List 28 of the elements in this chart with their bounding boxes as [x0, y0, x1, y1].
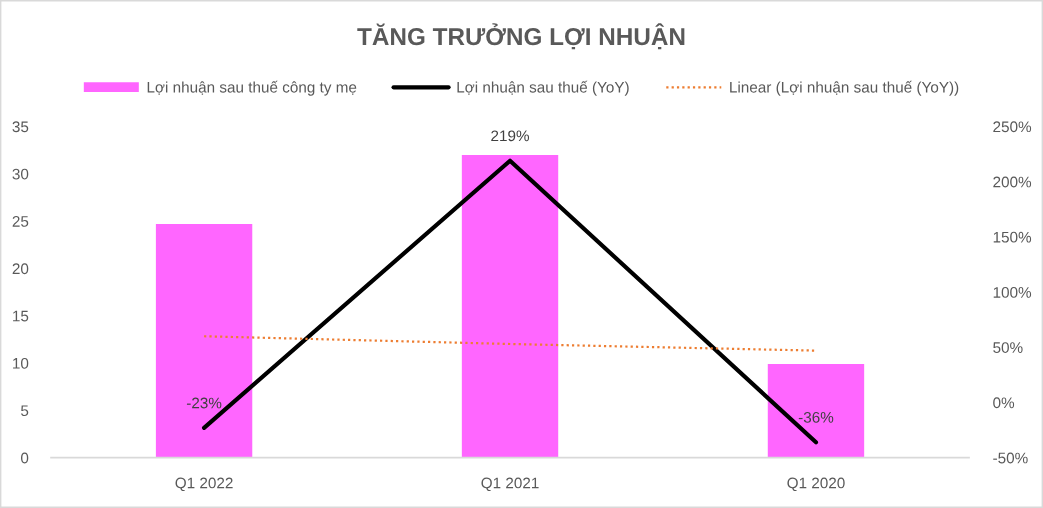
x-tick-label: Q1 2020: [787, 477, 845, 492]
y2-tick-label: 0%: [993, 397, 1015, 409]
y2-tick-label: 100%: [993, 286, 1032, 298]
legend-label: Lợi nhuận sau thuế công ty mẹ: [147, 80, 357, 96]
bar: [767, 364, 865, 458]
y2-tick-label: 50%: [993, 342, 1023, 353]
data-label: -36%: [798, 411, 834, 423]
y-tick-label: 25: [12, 215, 29, 227]
y2-tick-label: 200%: [993, 176, 1032, 188]
data-label: 219%: [491, 130, 530, 142]
y2-tick-label: 250%: [993, 121, 1032, 133]
y-tick-label: 10: [13, 357, 29, 369]
legend-label: Linear (Lợi nhuận sau thuế (YoY)): [730, 80, 959, 96]
y-tick-label: 0: [20, 452, 29, 464]
legend-label: Lợi nhuận sau thuế (YoY): [457, 80, 629, 96]
y-tick-label: 5: [21, 405, 29, 417]
y-tick-label: 15: [13, 310, 29, 322]
y-tick-label: 35: [12, 121, 29, 133]
x-tick-label: Q1 2022: [175, 477, 233, 492]
x-tick-label: Q1 2021: [481, 477, 539, 492]
y-tick-label: 30: [12, 168, 29, 180]
bar: [461, 154, 559, 458]
y2-tick-label: -50%: [993, 452, 1028, 464]
chart-title: TĂNG TRƯỞNG LỢI NHUẬN: [357, 23, 685, 50]
y2-tick-label: 150%: [993, 231, 1032, 243]
data-label: -23%: [186, 397, 222, 409]
y-tick-label: 20: [12, 263, 29, 275]
bar: [155, 223, 253, 458]
